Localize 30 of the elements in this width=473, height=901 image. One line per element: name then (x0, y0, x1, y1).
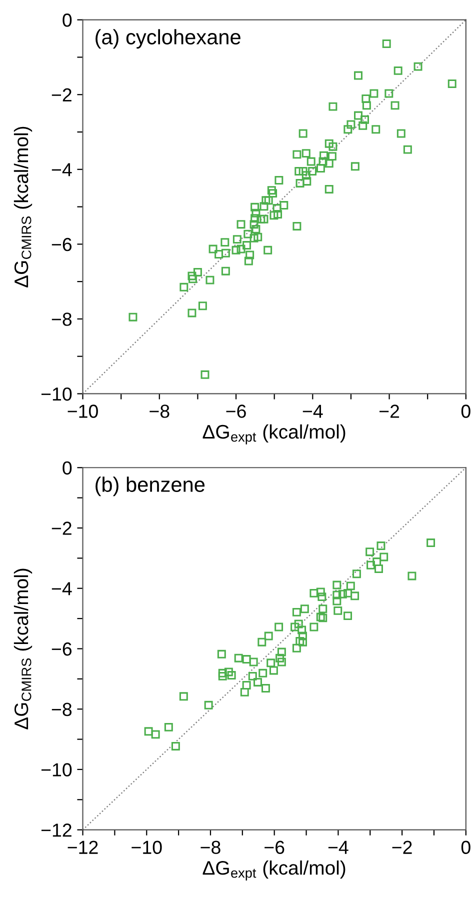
y-tick-label: −6 (52, 238, 72, 252)
y-tick-label: −8 (52, 312, 72, 326)
y-tick-label: −12 (41, 824, 72, 837)
x-tick-label: −8 (150, 404, 170, 418)
y-tick-label: 0 (62, 461, 72, 475)
x-tick-label: 0 (461, 404, 470, 418)
x-tick-label: −6 (264, 840, 284, 854)
y-axis-title: ΔG$_{CMIRS}$ (kcal/mol) (14, 126, 32, 288)
y-tick-label: −6 (52, 642, 72, 656)
x-axis-title: ΔG$_{expt}$ (kcal/mol) (202, 860, 346, 880)
x-tick-label: −2 (392, 840, 412, 854)
y-tick-label: −10 (41, 387, 72, 401)
y-tick-label: −2 (52, 522, 72, 535)
y-tick-label: −4 (52, 163, 72, 176)
x-tick-label: −6 (226, 404, 246, 418)
x-axis-title: ΔG$_{expt}$ (kcal/mol) (202, 424, 346, 444)
chart-title: (a) cyclohexane (96, 29, 240, 49)
y-axis-title: ΔG$_{CMIRS}$ (kcal/mol) (14, 568, 32, 730)
x-tick-label: 0 (461, 840, 470, 854)
y-tick-label: −2 (52, 88, 72, 102)
x-tick-label: −4 (328, 840, 348, 854)
y-tick-label: −8 (52, 702, 72, 716)
x-tick-label: −4 (302, 404, 323, 418)
y-tick-label: 0 (62, 14, 72, 27)
x-tick-label: −10 (132, 840, 162, 854)
y-tick-label: −10 (41, 763, 72, 776)
chart-title: (b) benzene (96, 476, 205, 496)
x-tick-label: −8 (200, 840, 220, 854)
x-tick-label: −2 (380, 404, 400, 418)
y-tick-label: −4 (52, 582, 72, 596)
